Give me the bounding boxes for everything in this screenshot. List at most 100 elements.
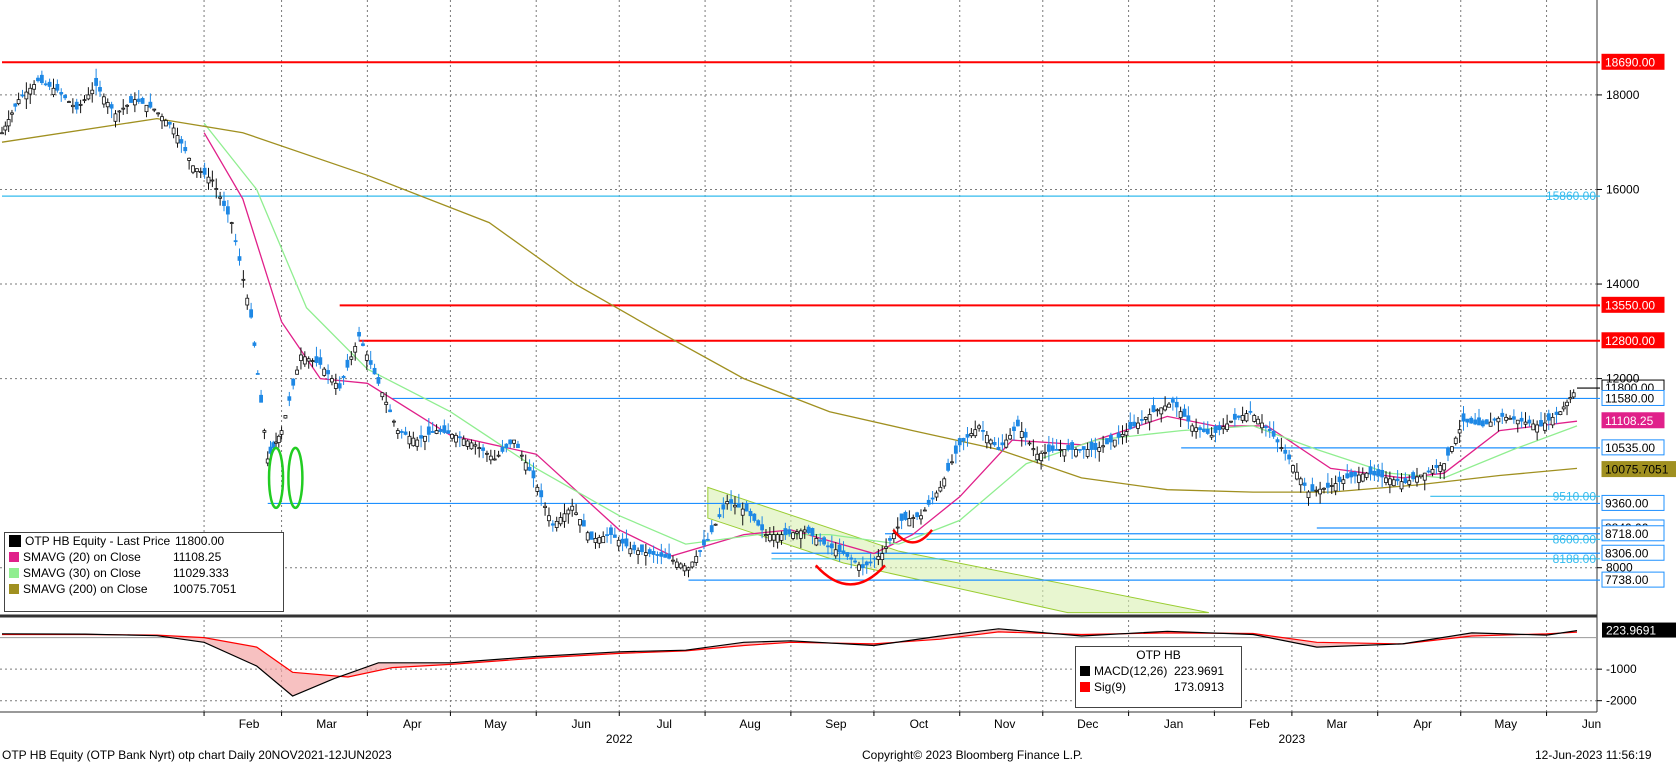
- candle-body: [1500, 412, 1505, 417]
- time-axis: Feb Mar Apr May Jun Jul Aug Sep Oct Nov Dec Jan Feb M…: [203, 712, 1601, 746]
- candle-body: [446, 430, 451, 434]
- moving-averages: [1, 117, 1578, 557]
- candle-body: [857, 564, 861, 571]
- candle-body: [1438, 465, 1443, 472]
- candle-body: [1380, 469, 1385, 478]
- candle-body: [1345, 473, 1350, 479]
- candle-body: [1167, 403, 1171, 408]
- candle-body: [709, 525, 714, 533]
- candle-body: [826, 545, 830, 548]
- level-label-box: [1601, 525, 1665, 542]
- candle-body: [1337, 476, 1342, 483]
- level-text-label: 9510.00: [1553, 489, 1597, 503]
- level-label-box: [1601, 389, 1665, 406]
- candle-body: [977, 425, 982, 429]
- candle-body: [1353, 471, 1357, 477]
- price-tick-label: 12000: [1606, 372, 1640, 386]
- candle-body: [1128, 421, 1133, 430]
- candle-body: [1395, 478, 1400, 482]
- candle-body: [969, 433, 974, 437]
- candle-body: [1341, 479, 1346, 484]
- candle-body: [179, 139, 184, 144]
- year-label: 2022: [606, 732, 633, 746]
- candle-body: [922, 509, 927, 512]
- candle-body: [1159, 407, 1164, 415]
- level-label: 10535.00: [1605, 441, 1655, 455]
- candle-body: [302, 356, 307, 365]
- level-label: 11580.00: [1605, 391, 1654, 405]
- candle-body: [806, 526, 811, 534]
- ma-line-smavg-30-: [203, 122, 1578, 545]
- candle-body: [1283, 449, 1288, 454]
- legend-item-name: SMAVG (30) on Close: [23, 566, 141, 580]
- candle-body: [1384, 477, 1388, 483]
- candle-body: [1120, 433, 1125, 438]
- candle-body: [609, 527, 613, 536]
- level-label-box: [1601, 296, 1665, 313]
- red-arc-mark: [892, 529, 934, 544]
- candle-body: [117, 110, 122, 113]
- candle-body: [469, 442, 474, 450]
- candle-body: [259, 394, 263, 403]
- candle-body: [434, 430, 439, 434]
- macd-legend-name: MACD(12,26): [1094, 664, 1168, 678]
- candle-body: [454, 434, 458, 443]
- candle-body: [461, 438, 466, 446]
- candle-body: [1240, 415, 1245, 421]
- candle-body: [566, 509, 571, 515]
- candle-body: [558, 517, 563, 525]
- footer-description: OTP HB Equity (OTP Bank Nyrt) otp chart …: [2, 748, 392, 762]
- candle-body: [1322, 487, 1326, 490]
- candle-body: [1422, 472, 1427, 481]
- candle-body: [535, 486, 540, 492]
- candle-body: [82, 99, 87, 102]
- candle-body: [864, 561, 869, 566]
- candle-body: [1457, 429, 1462, 434]
- candle-body: [1314, 489, 1319, 492]
- candle-body: [1333, 483, 1338, 492]
- candle-body: [744, 503, 749, 512]
- candle-body: [624, 538, 629, 547]
- candle-body: [1058, 449, 1063, 451]
- candle-body: [953, 445, 958, 454]
- candle-body: [442, 425, 447, 433]
- candle-body: [733, 504, 737, 508]
- candle-body: [1182, 408, 1187, 417]
- year-label: 2023: [1279, 732, 1306, 746]
- candle-body: [1089, 441, 1094, 450]
- candle-body: [1046, 444, 1051, 452]
- candle-body: [1213, 425, 1218, 433]
- candle-body: [136, 98, 141, 102]
- candle-body: [1329, 485, 1334, 487]
- candle-body: [523, 462, 528, 471]
- candle-body: [399, 431, 404, 433]
- candle-body: [1318, 488, 1323, 495]
- candle-body: [63, 95, 68, 99]
- candle-body: [593, 538, 598, 543]
- candle-body: [1105, 438, 1109, 445]
- candle-body: [78, 103, 83, 106]
- candle-body: [926, 499, 931, 505]
- falling-channel: [707, 486, 1209, 614]
- candle-body: [314, 356, 319, 363]
- candle-body: [59, 92, 64, 95]
- candle-body: [1565, 401, 1569, 407]
- candle-body: [721, 504, 726, 510]
- green-circle-mark: [287, 446, 304, 510]
- candle-body: [1236, 415, 1241, 418]
- candle-body: [255, 373, 260, 375]
- candle-body: [98, 86, 102, 92]
- candle-body: [1147, 414, 1152, 423]
- price-candles: [0, 68, 1576, 578]
- candle-body: [496, 454, 501, 457]
- month-label: Dec: [1077, 717, 1098, 731]
- candle-body: [1504, 416, 1509, 421]
- candle-body: [849, 557, 854, 560]
- candle-body: [1519, 417, 1524, 422]
- candle-body: [767, 534, 772, 542]
- candle-body: [729, 499, 733, 504]
- candle-body: [1174, 401, 1179, 408]
- candle-body: [876, 555, 881, 560]
- candle-body: [1558, 411, 1563, 415]
- level-label-box: [1601, 412, 1665, 429]
